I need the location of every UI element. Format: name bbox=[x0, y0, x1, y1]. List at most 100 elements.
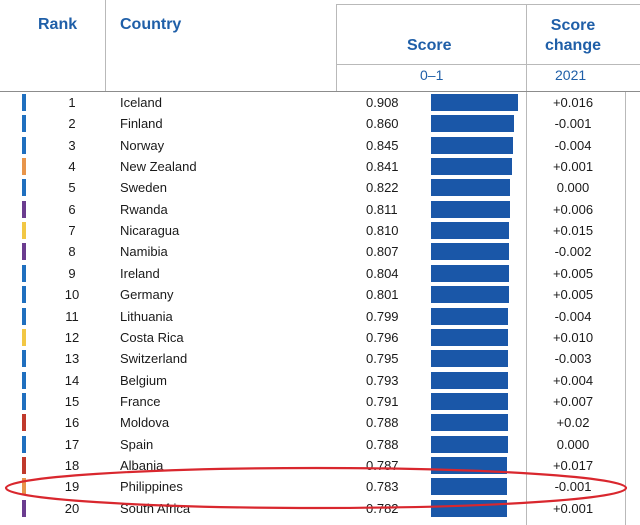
rank-header: Rank bbox=[38, 16, 78, 33]
country-cell: Norway bbox=[120, 137, 165, 153]
table-row: 13 Switzerland 0.795 -0.003 bbox=[0, 348, 640, 369]
country-cell: Spain bbox=[120, 436, 154, 452]
region-marker bbox=[22, 414, 26, 432]
country-cell: France bbox=[120, 393, 161, 409]
score-bar bbox=[431, 136, 513, 154]
rank-cell: 13 bbox=[64, 351, 80, 367]
rank-cell: 6 bbox=[68, 201, 76, 217]
country-cell: Finland bbox=[120, 116, 163, 132]
score-cell: 0.807 bbox=[366, 244, 399, 260]
score-change-cell: +0.010 bbox=[552, 329, 594, 345]
score-bar bbox=[431, 94, 518, 111]
rank-cell: 15 bbox=[64, 393, 80, 409]
rank-cell: 4 bbox=[68, 159, 76, 175]
region-marker bbox=[22, 286, 26, 304]
table-row: 15 France 0.791 +0.007 bbox=[0, 391, 640, 412]
region-marker bbox=[22, 94, 26, 111]
score-bar bbox=[431, 392, 508, 410]
table-row: 7 Nicaragua 0.810 +0.015 bbox=[0, 220, 640, 241]
score-cell: 0.841 bbox=[366, 159, 399, 175]
score-bar bbox=[431, 414, 508, 432]
score-bar bbox=[431, 264, 509, 282]
country-cell: New Zealand bbox=[120, 159, 197, 175]
score-change-cell: +0.005 bbox=[552, 265, 594, 281]
score-cell: 0.801 bbox=[366, 287, 399, 303]
score-change-cell: +0.005 bbox=[552, 287, 594, 303]
score-cell: 0.796 bbox=[366, 329, 399, 345]
score-bar bbox=[431, 478, 508, 496]
col-divider-2 bbox=[336, 4, 337, 91]
score-cell: 0.908 bbox=[366, 95, 399, 110]
score-bar bbox=[431, 435, 508, 453]
region-marker bbox=[22, 328, 26, 346]
score-change-header-line1: Score bbox=[550, 17, 596, 34]
score-bar bbox=[431, 328, 509, 346]
score-bar bbox=[431, 158, 513, 176]
change-year-label: 2021 bbox=[555, 67, 587, 83]
rank-cell: 10 bbox=[64, 287, 80, 303]
score-range-label: 0–1 bbox=[420, 67, 444, 83]
score-change-cell: -0.003 bbox=[554, 351, 592, 367]
table-row: 19 Philippines 0.783 -0.001 bbox=[0, 476, 640, 497]
score-cell: 0.822 bbox=[366, 180, 399, 196]
score-change-cell: +0.016 bbox=[552, 95, 594, 110]
country-cell: Albania bbox=[120, 457, 164, 473]
region-marker bbox=[22, 307, 26, 325]
score-cell: 0.783 bbox=[366, 479, 399, 495]
region-marker bbox=[22, 158, 26, 176]
score-bar bbox=[431, 200, 510, 218]
score-change-cell: -0.004 bbox=[554, 137, 592, 153]
score-change-header-line2: change bbox=[544, 37, 601, 54]
rank-cell: 7 bbox=[68, 223, 76, 239]
table-row: 3 Norway 0.845 -0.004 bbox=[0, 135, 640, 156]
country-cell: Lithuania bbox=[120, 308, 173, 324]
rank-cell: 16 bbox=[64, 415, 80, 431]
country-cell: Sweden bbox=[120, 180, 167, 196]
rank-cell: 17 bbox=[64, 436, 80, 452]
country-cell: Germany bbox=[120, 287, 174, 303]
score-change-cell: 0.000 bbox=[556, 180, 590, 196]
score-change-cell: +0.02 bbox=[556, 415, 590, 431]
country-cell: Switzerland bbox=[120, 351, 188, 367]
score-header: Score bbox=[407, 37, 452, 54]
country-cell: Nicaragua bbox=[120, 223, 180, 239]
table-row: 14 Belgium 0.793 +0.004 bbox=[0, 370, 640, 391]
region-marker bbox=[22, 179, 26, 197]
score-change-cell: -0.001 bbox=[554, 116, 592, 132]
country-cell: Philippines bbox=[120, 479, 183, 495]
rank-cell: 19 bbox=[64, 479, 80, 495]
region-marker bbox=[22, 392, 26, 410]
region-marker bbox=[22, 115, 26, 133]
table-row: 9 Ireland 0.804 +0.005 bbox=[0, 263, 640, 284]
rank-cell: 3 bbox=[68, 137, 76, 153]
rank-cell: 2 bbox=[68, 116, 76, 132]
score-bar bbox=[431, 307, 509, 325]
region-marker bbox=[22, 200, 26, 218]
score-change-cell: 0.000 bbox=[556, 436, 590, 452]
highlight-oval-shape bbox=[4, 466, 628, 510]
table-header: Rank Country Score Score change 0–1 2021 bbox=[0, 0, 640, 91]
region-marker bbox=[22, 499, 26, 517]
score-change-cell: +0.004 bbox=[552, 372, 594, 388]
table-row: 1 Iceland 0.908 +0.016 bbox=[0, 92, 640, 113]
score-bar bbox=[431, 371, 508, 389]
rank-cell: 18 bbox=[64, 457, 80, 473]
score-bar bbox=[431, 115, 514, 133]
country-cell: Belgium bbox=[120, 372, 167, 388]
table-row: 2 Finland 0.860 -0.001 bbox=[0, 113, 640, 134]
table-row: 8 Namibia 0.807 -0.002 bbox=[0, 241, 640, 262]
score-change-cell: +0.007 bbox=[552, 393, 594, 409]
country-cell: Costa Rica bbox=[120, 329, 184, 345]
score-bar bbox=[431, 350, 509, 368]
region-marker bbox=[22, 264, 26, 282]
rank-cell: 8 bbox=[68, 244, 76, 260]
score-cell: 0.793 bbox=[366, 372, 399, 388]
header-sub-rule bbox=[336, 64, 640, 65]
table-row: 6 Rwanda 0.811 +0.006 bbox=[0, 199, 640, 220]
table-row: 10 Germany 0.801 +0.005 bbox=[0, 284, 640, 305]
score-bar bbox=[431, 179, 511, 197]
region-marker bbox=[22, 222, 26, 240]
rank-cell: 14 bbox=[64, 372, 80, 388]
score-change-cell: +0.015 bbox=[552, 223, 594, 239]
